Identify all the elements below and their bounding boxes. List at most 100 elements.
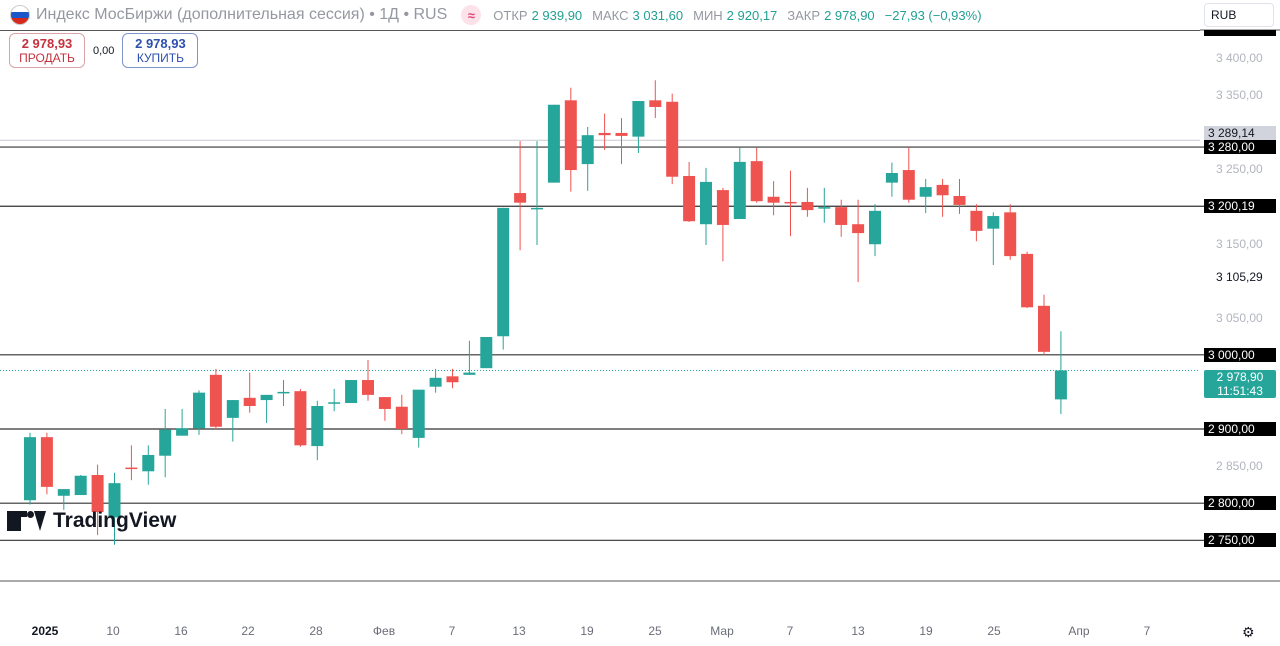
time-tick: Фев <box>372 624 396 638</box>
tradingview-logo[interactable]: TradingView <box>7 509 176 533</box>
candle-body <box>395 406 408 429</box>
candle-body <box>142 454 155 472</box>
time-tick: Мар <box>710 624 734 638</box>
time-tick: 13 <box>512 624 526 638</box>
crosshair-price-label: 3 105,29 <box>1216 269 1263 284</box>
candle-body <box>700 181 712 225</box>
trade-panel: 2 978,93 ПРОДАТЬ 0,00 2 978,93 КУПИТЬ <box>9 33 199 68</box>
time-tick: 22 <box>241 624 255 638</box>
candle-body <box>598 132 611 136</box>
price-tick: 3 250,00 <box>1216 162 1263 177</box>
candle-body <box>514 193 527 203</box>
settings-gear-icon[interactable]: ⚙ <box>1242 624 1255 640</box>
open-label: ОТКР <box>493 7 528 23</box>
level-label: 2 750,00 <box>1204 533 1276 548</box>
sell-label: ПРОДАТЬ <box>19 50 75 65</box>
time-tick: 28 <box>309 624 323 638</box>
buy-button[interactable]: 2 978,93 КУПИТЬ <box>122 33 199 68</box>
candle-body <box>666 101 679 177</box>
close-label: ЗАКР <box>787 7 821 23</box>
price-tick: 3 150,00 <box>1216 236 1263 251</box>
time-tick: 7 <box>1143 624 1151 638</box>
candle-body <box>902 170 915 200</box>
level-label: 3 000,00 <box>1204 347 1276 362</box>
close-value: 2 978,90 <box>824 7 875 23</box>
russia-flag-icon <box>10 5 30 25</box>
candle-body <box>1021 253 1034 308</box>
candle-body <box>108 483 121 518</box>
candle-body <box>480 336 493 369</box>
candle-body <box>581 135 594 165</box>
candle-body <box>57 489 70 496</box>
candle-body <box>345 380 358 404</box>
level-label: 3 280,00 <box>1204 140 1276 155</box>
candle-body <box>497 207 510 337</box>
buy-price: 2 978,93 <box>135 35 186 51</box>
time-tick: 2025 <box>31 624 59 638</box>
change-value: −27,93 (−0,93%) <box>884 7 982 23</box>
candle-body <box>125 467 138 470</box>
time-tick: 25 <box>648 624 662 638</box>
candle-body <box>24 437 36 501</box>
logo-text: TradingView <box>53 509 177 532</box>
candle-body <box>294 391 307 446</box>
candle-body <box>987 216 1000 229</box>
candle-body <box>429 377 442 387</box>
candle-body <box>869 210 881 245</box>
level-label: 2 800,00 <box>1204 496 1276 511</box>
time-tick: 10 <box>106 624 120 638</box>
candle-body <box>953 196 966 205</box>
candle-body <box>970 210 983 231</box>
delayed-data-icon[interactable]: ≈ <box>461 5 482 25</box>
spread-value: 0,00 <box>93 44 115 57</box>
candle-body <box>835 207 848 225</box>
candle-body <box>852 224 865 234</box>
candle-body <box>683 175 696 222</box>
time-tick: 19 <box>580 624 594 638</box>
candle-body <box>818 207 831 209</box>
ohlc-values: ОТКР 2 939,90 МАКС 3 031,60 МИН 2 920,17 ЗА… <box>493 8 987 23</box>
candle-body <box>767 196 780 203</box>
time-tick: 19 <box>919 624 933 638</box>
candle-body <box>226 400 239 418</box>
open-value: 2 939,90 <box>531 7 583 23</box>
candle-body <box>1038 305 1050 352</box>
candle-body <box>547 104 560 183</box>
level-label: 3 200,19 <box>1204 199 1276 214</box>
candle-body <box>885 173 898 183</box>
candle-body <box>919 187 932 197</box>
currency-selector[interactable]: RUB <box>1204 3 1274 27</box>
candle-body <box>277 391 290 394</box>
candle-body <box>243 397 256 406</box>
candle-body <box>74 475 87 496</box>
high-label: МАКС <box>592 7 629 23</box>
candle-body <box>193 392 205 429</box>
price-tick: 3 050,00 <box>1216 310 1263 325</box>
candle-body <box>159 429 172 456</box>
buy-label: КУПИТЬ <box>136 50 185 65</box>
bar-countdown: 11:51:43 <box>1217 384 1263 399</box>
candle-body <box>362 380 374 395</box>
sell-button[interactable]: 2 978,93 ПРОДАТЬ <box>9 33 85 68</box>
candle-body <box>649 100 662 107</box>
candle-body <box>564 100 577 171</box>
candle-body <box>446 376 459 383</box>
candle-body <box>209 374 222 427</box>
candle-body <box>176 428 189 436</box>
candle-body <box>40 437 53 487</box>
last-price-value: 2 978,90 <box>1216 370 1264 385</box>
candle-body <box>1004 212 1017 257</box>
price-tick: 2 850,00 <box>1216 459 1263 474</box>
candle-body <box>936 184 949 196</box>
low-label: МИН <box>693 7 723 23</box>
candle-body <box>801 201 814 211</box>
prev-close-label: 3 289,14 <box>1204 126 1276 141</box>
time-tick: 7 <box>448 624 456 638</box>
level-label: 2 900,00 <box>1204 422 1276 436</box>
price-tick: 3 400,00 <box>1216 51 1263 65</box>
candle-body <box>716 190 729 225</box>
time-tick: Апр <box>1068 624 1090 638</box>
symbol-title[interactable]: Индекс МосБиржи (дополнительная сессия) … <box>36 6 448 23</box>
last-price-label: 2 978,90 11:51:43 <box>1204 370 1276 399</box>
